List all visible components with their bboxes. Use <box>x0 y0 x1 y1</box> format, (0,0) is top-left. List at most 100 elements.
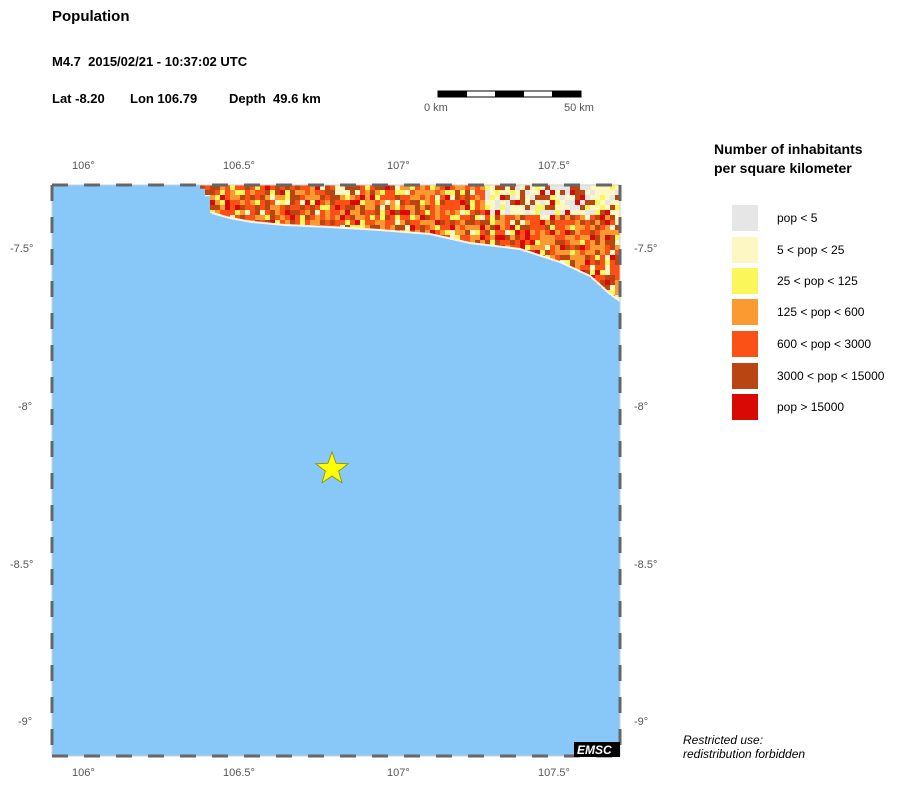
population-cell <box>395 200 400 205</box>
population-cell <box>575 195 580 200</box>
population-cell <box>390 220 395 225</box>
population-cell <box>425 230 430 234</box>
population-cell <box>540 195 545 200</box>
population-cell <box>505 200 510 205</box>
population-cell <box>490 235 495 240</box>
population-cell <box>545 255 550 258</box>
population-cell <box>410 185 415 190</box>
population-cell <box>280 205 285 210</box>
population-cell <box>610 195 615 200</box>
population-cell <box>530 210 535 215</box>
population-cell <box>580 270 585 273</box>
population-cell <box>265 185 270 190</box>
population-cell <box>285 210 290 215</box>
population-cell <box>255 195 260 200</box>
population-cell <box>445 205 450 210</box>
population-cell <box>290 185 295 190</box>
population-cell <box>300 185 305 190</box>
population-cell <box>355 215 360 220</box>
population-cell <box>600 215 605 220</box>
population-cell <box>555 190 560 195</box>
population-cell <box>365 195 370 200</box>
population-cell <box>275 205 280 210</box>
population-cell <box>245 200 250 205</box>
population-cell <box>290 210 295 215</box>
population-cell <box>415 220 420 225</box>
population-cell <box>540 225 545 230</box>
population-cell <box>600 235 605 240</box>
lat-tick-right-2: -8° <box>634 401 649 413</box>
population-cell <box>300 195 305 200</box>
population-cell <box>555 200 560 205</box>
population-cell <box>565 185 570 190</box>
population-cell <box>580 195 585 200</box>
population-cell <box>355 200 360 205</box>
population-cell <box>565 255 570 260</box>
population-cell <box>615 295 620 300</box>
population-cell <box>555 255 560 260</box>
population-cell <box>360 225 365 229</box>
population-cell <box>265 195 270 200</box>
population-cell <box>325 200 330 205</box>
epicenter-star-icon <box>314 450 350 484</box>
population-cell <box>455 235 460 240</box>
population-cell <box>510 245 515 249</box>
population-cell <box>610 215 615 220</box>
population-cell <box>285 195 290 200</box>
population-cell <box>605 270 610 275</box>
population-cell <box>250 205 255 210</box>
population-cell <box>530 230 535 235</box>
population-cell <box>490 190 495 195</box>
population-cell <box>230 205 235 210</box>
population-cell <box>545 245 550 250</box>
population-cell <box>460 205 465 210</box>
lat-tick-left-1: -7.5° <box>10 243 34 255</box>
population-cell <box>500 225 505 230</box>
population-cell <box>605 200 610 205</box>
population-cell <box>410 190 415 195</box>
population-cell <box>375 190 380 195</box>
population-cell <box>550 225 555 230</box>
population-cell <box>520 220 525 225</box>
population-cell <box>400 220 405 225</box>
population-cell <box>595 265 600 270</box>
population-cell <box>225 200 230 205</box>
population-cell <box>245 210 250 215</box>
population-cell <box>460 185 465 190</box>
population-cell <box>305 210 310 215</box>
population-cell <box>520 240 525 245</box>
population-cell <box>495 190 500 195</box>
population-cell <box>470 205 475 210</box>
population-cell <box>395 205 400 210</box>
population-cell <box>230 215 235 219</box>
population-cell <box>405 195 410 200</box>
population-cell <box>370 210 375 215</box>
population-cell <box>305 220 310 225</box>
population-cell <box>535 250 540 255</box>
population-cell <box>560 185 565 190</box>
population-cell <box>600 195 605 200</box>
population-cell <box>405 205 410 210</box>
population-cell <box>405 190 410 195</box>
population-cell <box>455 230 460 235</box>
lat-tick-left-4: -9° <box>18 716 33 728</box>
population-cell <box>395 195 400 200</box>
population-cell <box>455 225 460 230</box>
population-cell <box>610 285 615 290</box>
population-cell <box>400 210 405 215</box>
scale-end-label: 50 km <box>564 102 594 114</box>
population-cell <box>595 185 600 190</box>
population-cell <box>395 185 400 190</box>
population-cell <box>395 190 400 195</box>
population-cell <box>535 200 540 205</box>
population-cell <box>330 190 335 195</box>
population-cell <box>535 240 540 245</box>
population-cell <box>350 220 355 225</box>
population-cell <box>335 225 340 228</box>
population-cell <box>440 190 445 195</box>
population-cell <box>490 240 495 245</box>
population-cell <box>230 195 235 200</box>
population-cell <box>530 250 535 254</box>
population-cell <box>450 215 455 220</box>
population-cell <box>425 195 430 200</box>
